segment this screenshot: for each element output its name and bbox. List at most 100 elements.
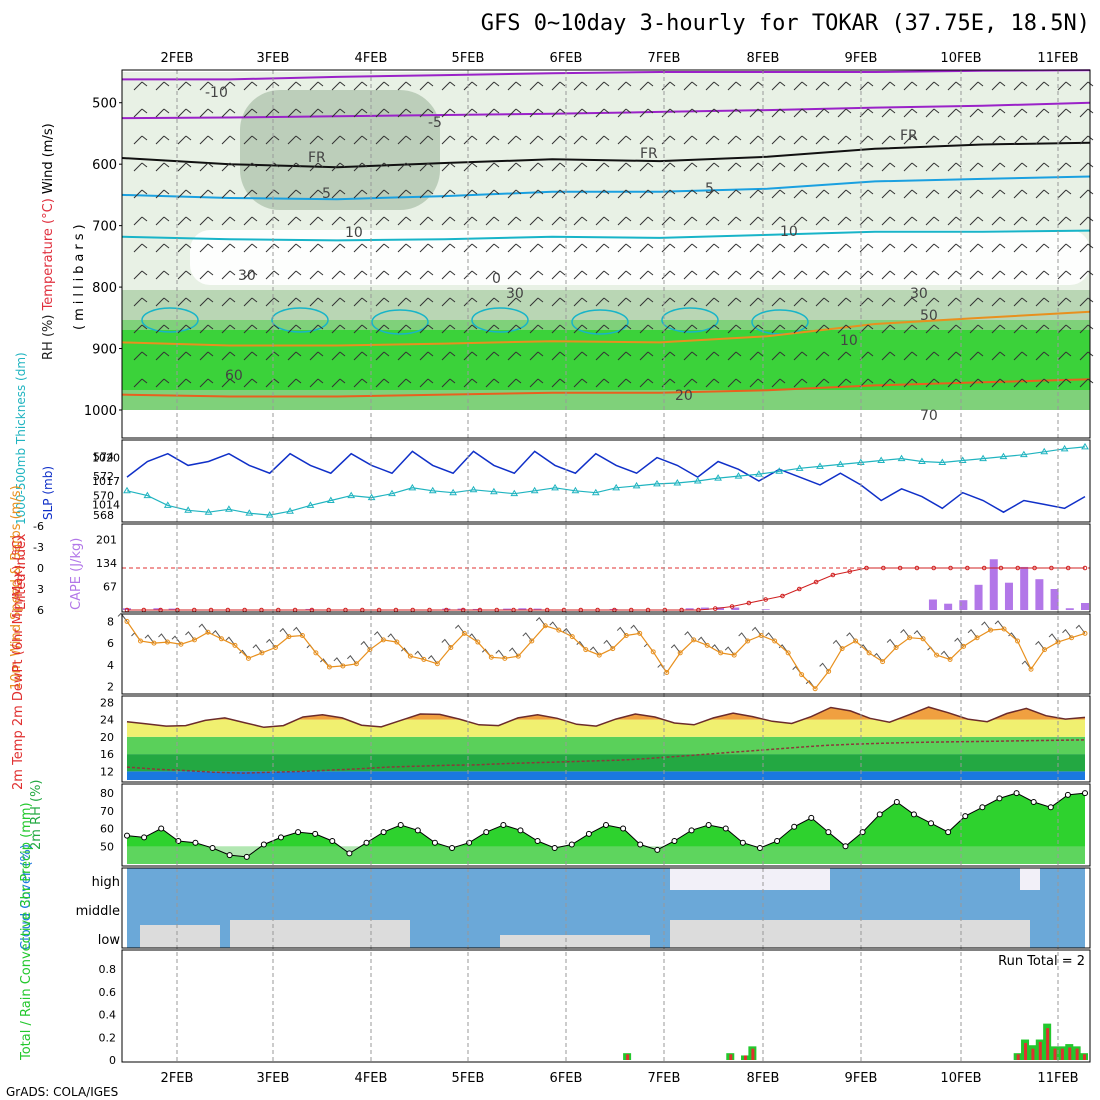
cape-bar — [442, 608, 451, 610]
isotherm-line — [121, 141, 1091, 169]
thickness-marker — [877, 456, 886, 464]
wind-barb — [749, 81, 764, 91]
chart-title: GFS 0~10day 3-hourly for TOKAR (37.75E, … — [481, 11, 1090, 36]
rh2m-marker — [534, 837, 541, 844]
wind10m-marker — [772, 638, 778, 644]
wind-barb — [419, 108, 434, 118]
wind-barb — [661, 81, 676, 91]
wind-barb — [507, 135, 522, 145]
li-tick-label: 6 — [37, 604, 44, 617]
wind10m-marker — [664, 669, 670, 675]
rh-tick-label: 50 — [100, 840, 114, 853]
cloud-low-patch — [230, 920, 410, 948]
wind-barb — [529, 108, 544, 118]
rh2m-marker — [1064, 791, 1071, 798]
wind-barb — [287, 81, 302, 91]
wind-barb — [969, 243, 984, 253]
thickness-marker — [612, 483, 621, 491]
wind10m-barb — [279, 627, 290, 637]
wind10m-barb — [900, 628, 910, 639]
thickness-marker — [775, 467, 784, 474]
wind-barb — [331, 189, 346, 199]
rh2m-marker — [500, 822, 507, 828]
rh2m-marker — [346, 850, 353, 857]
wind-barb — [199, 243, 214, 253]
wind-barb — [419, 216, 434, 226]
wind-barb — [771, 189, 786, 199]
wind10m-barb — [522, 632, 533, 642]
wind-barb — [969, 216, 984, 226]
wind-barb — [1035, 216, 1050, 226]
rh2m-marker — [945, 829, 952, 836]
wind-barb — [969, 324, 984, 334]
wind-barb — [903, 108, 918, 118]
wind-barb — [1057, 351, 1072, 361]
thickness-marker — [979, 454, 987, 462]
wind-barb — [551, 162, 566, 172]
wind-barb — [1057, 270, 1072, 280]
wind-barb — [331, 216, 346, 226]
rh2m-marker — [842, 843, 849, 850]
wind-barb — [595, 270, 610, 280]
thickness-marker — [734, 472, 743, 479]
rh2m-marker — [141, 834, 148, 841]
cloud-low-patch — [500, 935, 650, 948]
wind-barb — [705, 351, 720, 361]
wind10m-marker — [1042, 647, 1048, 653]
rh2m-marker — [1047, 804, 1054, 811]
wind-barb — [837, 378, 852, 388]
wind-barb — [551, 378, 566, 388]
wind-barb — [573, 81, 588, 91]
rh2m-marker — [260, 841, 267, 848]
rh-tick-label: 70 — [100, 805, 114, 818]
wind-barb — [441, 162, 456, 172]
wind-barb — [639, 189, 654, 199]
wind10m-barb — [171, 635, 182, 645]
wind10m-marker — [245, 655, 251, 661]
wind-barb — [771, 216, 786, 226]
wind-barb — [859, 81, 874, 91]
thickness-marker — [449, 488, 458, 496]
temp-mask — [122, 698, 1090, 728]
isotherm-line — [121, 310, 1091, 347]
wind-barb — [661, 270, 676, 280]
wind-barb — [177, 81, 192, 91]
wind-barb — [463, 351, 478, 361]
thickness-marker — [428, 486, 437, 494]
top-date-label: 2FEB — [161, 51, 194, 66]
wind-barb — [177, 351, 192, 361]
wind-barb — [837, 108, 852, 118]
wind10m-barb — [697, 636, 708, 646]
precip-convective-bar — [1031, 1048, 1035, 1060]
wind-barb — [397, 135, 412, 145]
wind10m-marker — [596, 652, 602, 658]
rh-contour-blob — [141, 307, 199, 333]
wind-barb — [749, 324, 764, 334]
precip-tick-label: 0.2 — [99, 1031, 117, 1044]
wind-barb — [507, 216, 522, 226]
wind-barb — [375, 270, 390, 280]
wind-barb — [353, 297, 368, 307]
top-date-label: 11FEB — [1037, 51, 1078, 66]
rh2m-low-band — [127, 846, 1085, 864]
wind-barb — [199, 135, 214, 145]
precip-convective-bar — [744, 1055, 748, 1060]
wind-barb — [485, 351, 500, 361]
wind-barb — [947, 297, 962, 307]
wind-barb — [419, 297, 434, 307]
wind-barb — [837, 135, 852, 145]
wind-barb — [1035, 135, 1050, 145]
wind-tick-label: 8 — [107, 615, 114, 628]
wind-barb — [683, 135, 698, 145]
wind-barb — [793, 216, 808, 226]
wind-barb — [529, 216, 544, 226]
wind-barb — [573, 297, 588, 307]
top-date-label: 7FEB — [648, 51, 681, 66]
wind10m-barb — [252, 644, 263, 654]
wind10m-marker — [448, 644, 454, 650]
wind10m-barb — [616, 626, 627, 636]
wind-barb — [969, 189, 984, 199]
wind10m-marker — [583, 647, 589, 653]
li-tick-label: 0 — [37, 562, 44, 575]
wind-barb — [595, 243, 610, 253]
